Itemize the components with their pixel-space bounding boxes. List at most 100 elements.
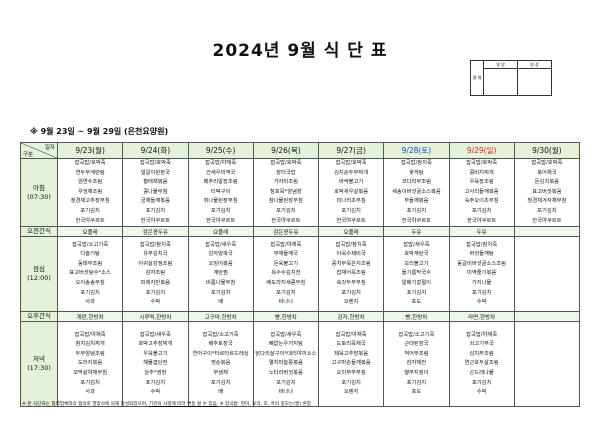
menu-item: 배도라지새콤무침 [266,279,306,286]
menu-cell: 잡곡밥/호박죽 연두부계란탕 임연수조림 우엉채조림 청경채고추장무침 포기김치 한국야쿠르… [56,157,124,228]
menu-item: 수박 [476,299,487,306]
menu-item: 잡곡밥/호박죽 [74,160,106,166]
meal-plan-table: 일자 구분 9/23(월) 9/24(화) 9/25(수) 9/26(목) 9/27(금… [20,142,581,408]
meal-name: 점심 [33,265,45,274]
menu-item: 콩비지찌개 [469,169,494,176]
menu-cell: 잡곡밥/호박죽 장터국밥 가자미조림 청포묵*양념장 참나물된장무침 포기김치 한국야쿠르트 [252,157,320,228]
menu-item: 한국야쿠르트 [271,217,301,224]
meal-name: 아침 [33,183,45,192]
menu-item: 북어채국 [537,169,557,176]
menu-item: 잡곡밥/참치죽 [400,160,432,166]
menu-item: 잡곡밥/호박죽 [466,160,498,166]
menu-cell: 잡곡밥/새우죽 호박고추장찌개 우육불고기 해물겹단전 상추*쌈장 포기김치 수박 [122,321,189,408]
menu-item: 잡곡밥/호박죽 [531,160,563,166]
menu-item: 들기름막국수 [401,270,431,277]
menu-item: 돈육불고기 [273,260,299,267]
menu-cell: 잡곡밥/호박죽 얼갈이된장국 황태채볶음 콩나물무침 궁채들깨볶음 포기김치 한국야쿠르트 [122,157,189,228]
menu-cell [513,321,581,408]
menu-item: 사과 [85,389,95,396]
menu-item: 노타리버섯볶음 [268,369,303,376]
menu-cell: 잡곡밥/호박죽 북어채국 돈김치볶음 표고버섯볶음 청경채겨자채무침 포기김치 한국야쿠르트 [513,157,581,228]
menu-item: 파래자반볶음 [140,279,170,286]
row-label: 저녁 (17:30) [20,321,58,408]
menu-item: 열무지짐이 [404,369,429,376]
menu-item: 무생채 [213,369,228,376]
meal-time: (17:30) [27,364,51,373]
approval-box: 결 재 영 양 원 장 [470,60,552,96]
menu-item: 청경채고추장무침 [70,198,110,205]
menu-item: 오리불고기 [404,260,429,267]
menu-item: 호박계란국 [404,251,429,258]
row-label: 점심 (12:00) [20,236,58,313]
menu-item: 궁채들깨볶음 [140,198,170,205]
menu-item: 도토리묵채국 [336,341,366,348]
menu-item: 포기김치 [145,207,166,214]
menu-item: 해물겹단전 [143,360,168,367]
meal-row: 저녁 (17:30) 잡곡밥/야채죽 참치김치찌개 두부양념조림 도라지볶음 꼬막살야채무침… [20,321,581,408]
meal-row: 아침 (07:30) 잡곡밥/호박죽 연두부계란탕 임연수조림 우엉채조림 청경채고추장무침… [20,157,581,228]
menu-item: 옥수수김치전 [271,270,301,277]
snack-cell: 고구마,한방차 [187,311,254,323]
menu-cell: 잡밥/새우죽 호박계란국 오리불고기 들기름막국수 알배기겉절이 포기김치 포도 [383,236,450,313]
menu-item: 배추토장국 [208,341,233,348]
menu-item: 아욱수제비국 [336,251,366,258]
snack-cell: 두유 [383,226,450,238]
menu-item: 감자조림 [145,270,166,277]
menu-item: 사과 [85,299,95,306]
menu-item: 포기김치 [471,289,492,296]
menu-item: 잡곡밥/새우죽 [139,331,171,338]
snack-cell: 요플레 [187,226,254,238]
menu-item: 잡곡밥/새우죽 [205,241,237,248]
menu-item: 포기김치 [276,207,296,214]
snack-row: 오후간식 계란,한방차 시루떡,한방차 고구마,한방차 빵,한방차 감자,한방차 빵,한방차… [20,311,581,323]
header-row: 일자 구분 9/23(월) 9/24(화) 9/25(수) 9/26(목) 9/27(금… [20,142,581,159]
menu-item: 잡곡밥/새우죽 [270,331,302,338]
menu-item: 오이부추무침 [336,369,366,376]
snack-cell: 두유 [448,226,515,238]
menu-item: 상추*쌈장 [144,369,167,376]
menu-item: 수박 [150,299,161,306]
snack-cell: 시루떡,한방차 [122,311,189,323]
menu-item: 오이송송무침 [75,279,105,286]
menu-item: 무들깨볶음 [404,198,429,205]
menu-item: 잡곡밥/야채죽 [270,241,302,248]
snack-row: 오전간식 요플레 검은콩두유 요플레 검은콩두유 요플레 두유 두유 [20,226,581,238]
menu-item: 포기김치 [471,207,492,214]
day-header: 9/23(월) [56,142,124,159]
menu-item: 우육장조림 [469,179,494,186]
menu-cell: 잡곡밥/소고기죽 근대된장국 적어무조림 감자채전 열무지짐이 포기김치 포도 [383,321,450,408]
menu-item: 감자양파국 [208,251,233,258]
menu-item: 한국야쿠르트 [467,217,497,224]
menu-item: 포기김치 [406,289,427,296]
menu-item: 오렌지 [343,389,359,396]
approval-column-header: 영 양 [483,60,518,69]
menu-item: 우엉채조림 [77,188,103,195]
page-title: 2024년 9월 식 단 표 [212,41,388,61]
footnote-text: ※ 본 식단표는 협력업체와의 협의로 영양사에 의해 작성되었으며, [22,402,149,407]
menu-item: 잡곡밥/호박죽 [270,160,302,166]
menu-item: 포도 [411,389,422,396]
meal-time: (07:30) [27,192,51,201]
period-heading: ※ 9월 23일 ~ 9월 29일 (은천요양원) [30,127,169,136]
menu-item: 아귀살강정조림 [138,260,173,267]
snack-cell: 검은콩두유 [122,226,189,238]
menu-item: 포기김치 [80,289,100,296]
footnote-grain-note: ※ 잡곡밥: 현미, 보리, 조, 흑미 중모는(쌀) 혼합 [218,402,311,407]
menu-cell: 잡곡밥/야채죽 건새우미역국 메추리알장조림 티떡구이 취나물된장무침 포기김치 한국야쿠르… [187,157,254,228]
snack-cell: 요플레 [56,226,124,238]
menu-item: 돈김치볶음 [534,179,560,186]
corner-date-label: 일자 [44,145,55,151]
day-header: 9/27(금) [317,142,385,159]
approval-sign-slot [517,68,552,96]
menu-item: 도라지볶음 [77,360,103,367]
menu-item: 표고버섯탕수*소스 [69,270,111,277]
menu-cell: 잡곡밥/호박죽 김치순두부찌개 바싹불고기 호박새우살볶음 미나리초무침 포기김치 한국야쿠… [317,157,385,228]
menu-item: 닭다리살구이*데리야끼소스 [255,350,317,357]
menu-item: 깻순볶음 [210,360,231,367]
menu-cell: 잡곡밥/참치죽 꽃게탕 코다리무조림 새송이버섯굴소스볶음 무들깨볶음 포기김치 한국야쿠르… [383,157,450,228]
menu-item: 다슬기탕 [80,251,100,258]
menu-item: 포기김치 [145,379,166,386]
menu-item: 쑥갓두부무침 [336,279,366,286]
menu-item: 두부양념조림 [75,350,105,357]
menu-item: 바나나 [278,389,294,396]
